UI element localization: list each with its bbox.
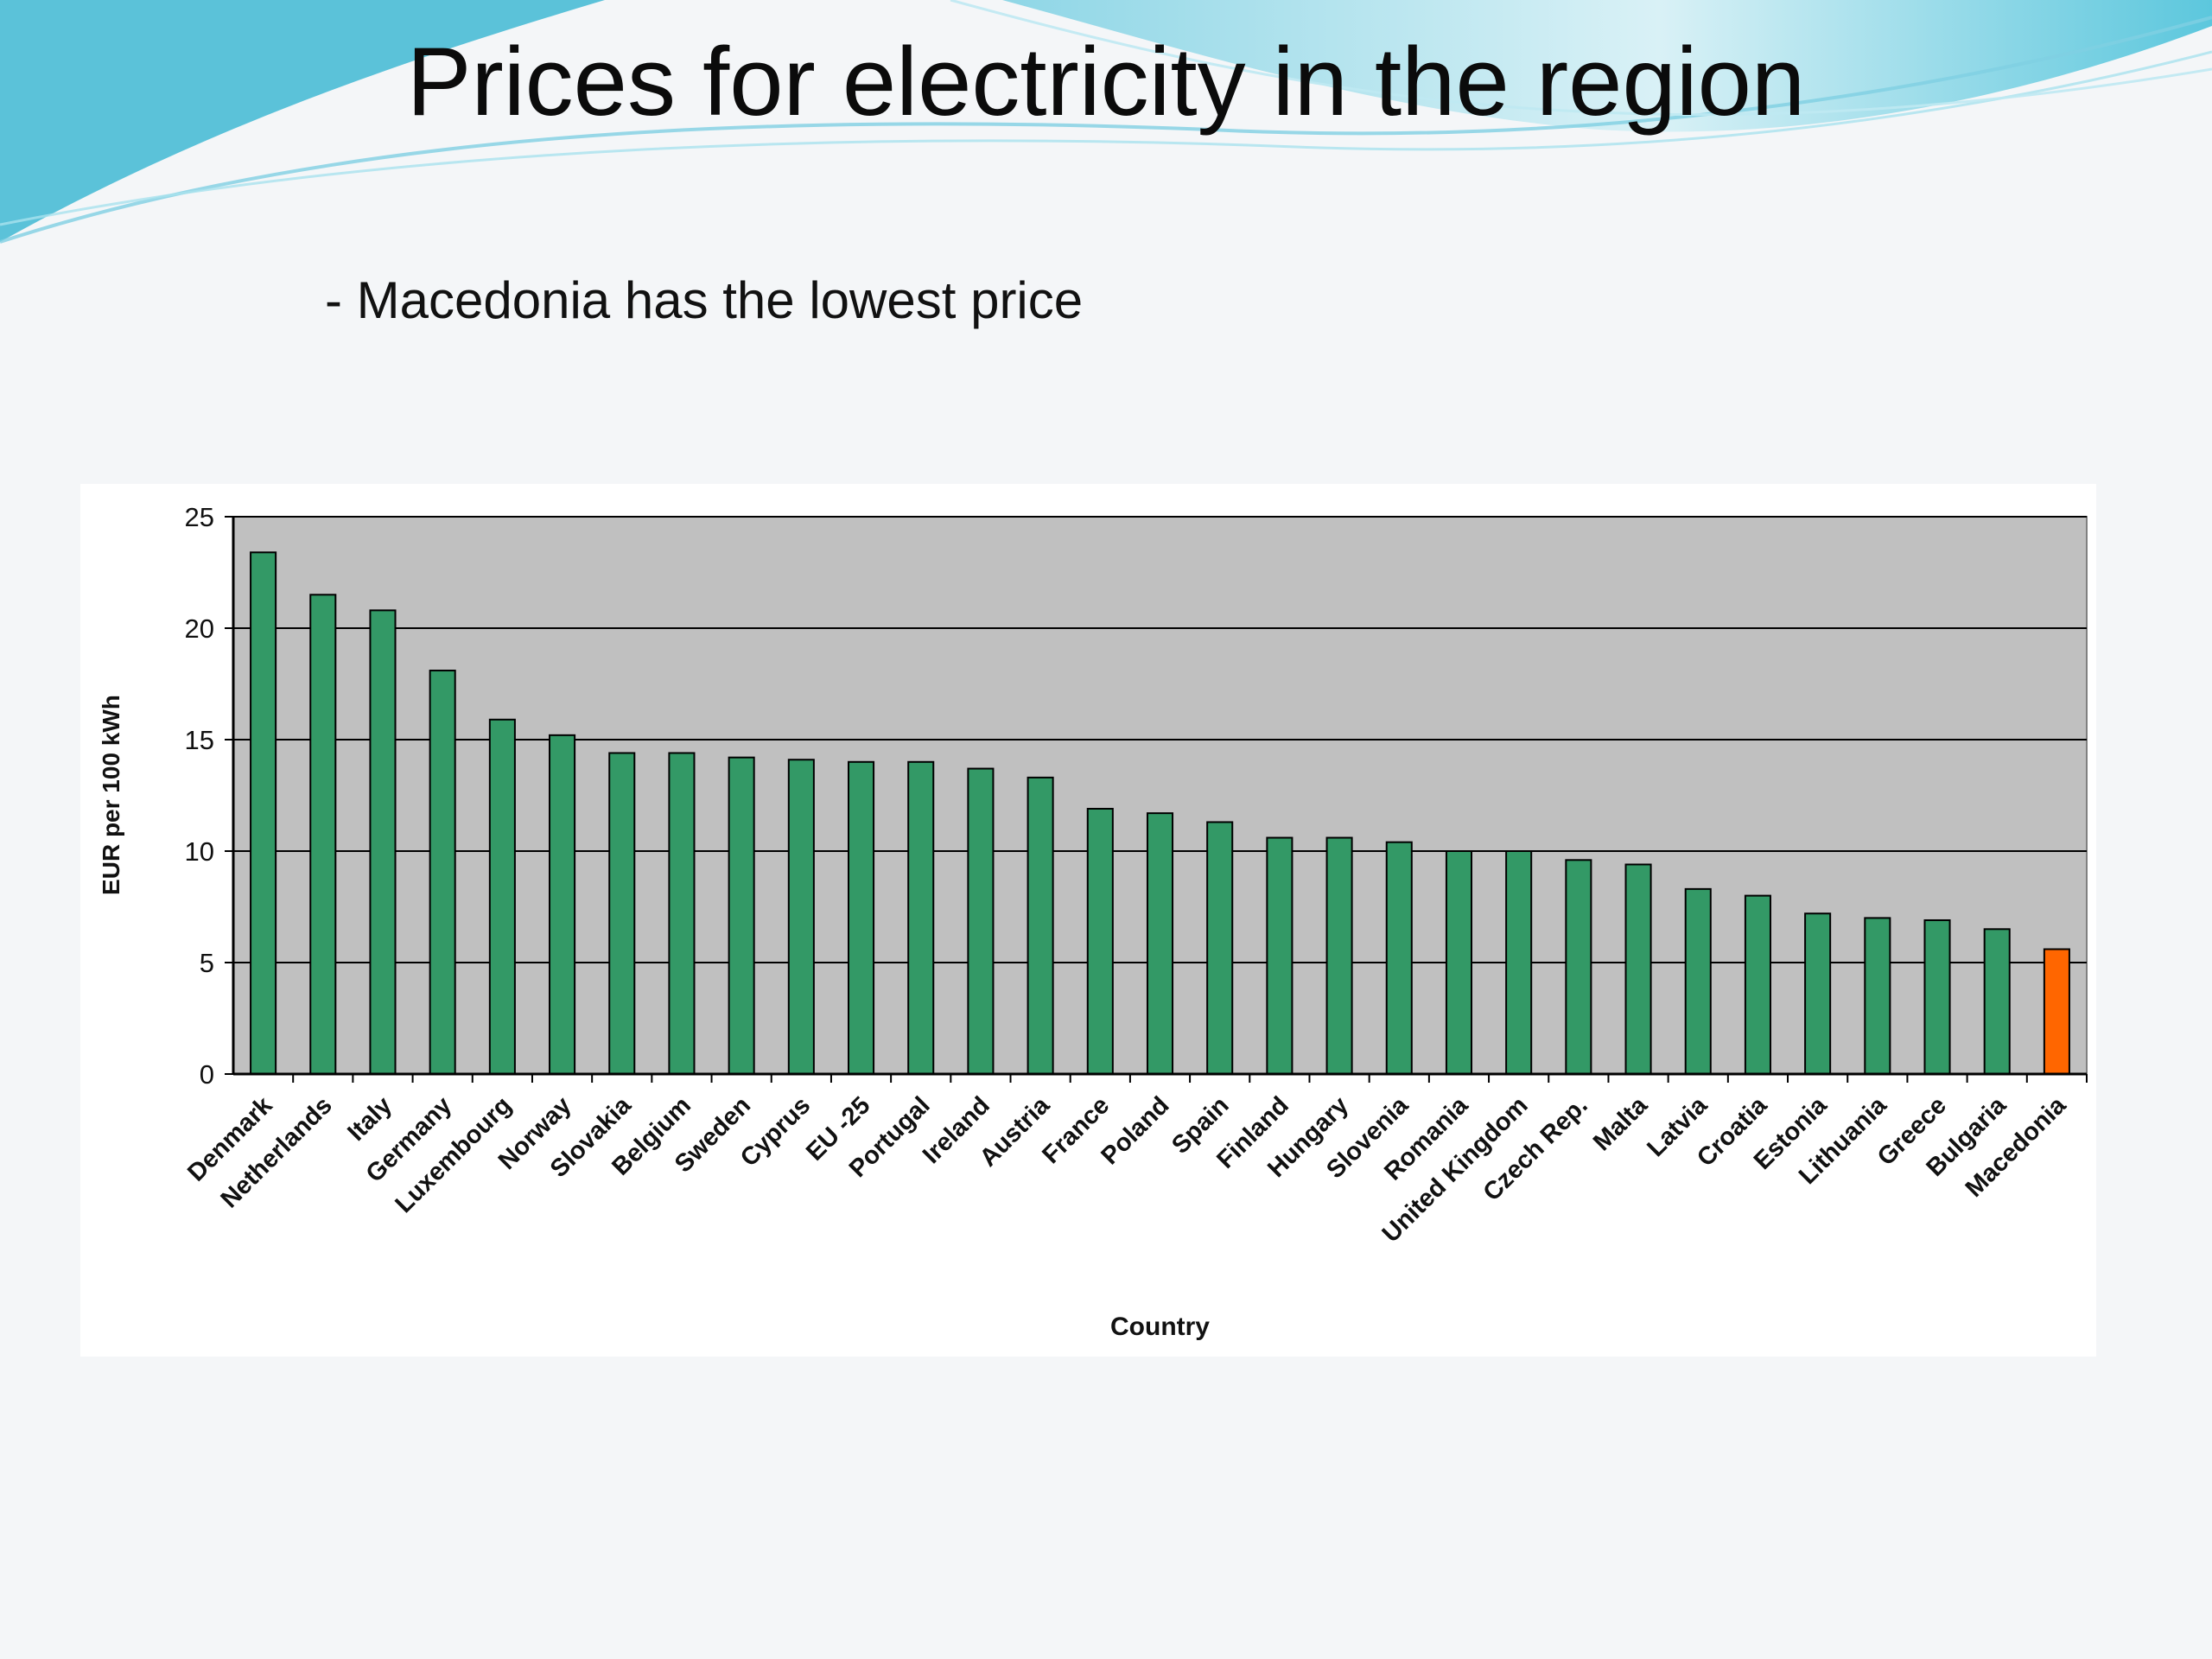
bar [787, 759, 815, 1075]
slide-title: Prices for electricity in the region [406, 28, 1806, 136]
bar [1325, 836, 1353, 1076]
bullet-point: - Macedonia has the lowest price [325, 271, 1084, 329]
bar [309, 594, 337, 1075]
bar [967, 767, 995, 1075]
bar [250, 551, 277, 1075]
y-tick-label: 0 [200, 1059, 214, 1090]
bar [1086, 807, 1114, 1075]
bar [1804, 912, 1832, 1075]
y-tick-label: 15 [185, 725, 214, 755]
y-tick-label: 10 [185, 836, 214, 867]
y-axis-ticks: 0 5 10 15 20 25 [185, 502, 233, 1090]
y-tick-label: 20 [185, 613, 214, 644]
bar [608, 752, 636, 1075]
bar [1445, 850, 1472, 1075]
bar [1385, 841, 1413, 1075]
category-label: Poland [1096, 1091, 1174, 1170]
bar [848, 760, 875, 1075]
bar [1505, 850, 1533, 1075]
bar [369, 609, 397, 1075]
x-axis-title: Country [1110, 1313, 1210, 1341]
bars [250, 551, 2070, 1076]
bar [1206, 821, 1234, 1076]
y-tick-label: 25 [185, 502, 214, 532]
bar [488, 718, 516, 1076]
y-tick-label: 5 [200, 948, 214, 978]
x-axis-ticks [292, 1074, 2088, 1083]
y-axis-title: EUR per 100 kWh [98, 695, 124, 895]
bar [1027, 776, 1054, 1075]
bar [429, 670, 456, 1076]
bar [907, 760, 935, 1075]
bar [1983, 928, 2011, 1076]
bar [668, 752, 696, 1075]
bar [728, 756, 755, 1075]
category-label: Italy [342, 1091, 397, 1147]
bar [1565, 859, 1592, 1075]
bar [1864, 917, 1891, 1076]
bar [1146, 812, 1174, 1075]
bar [549, 734, 576, 1076]
bar [1744, 894, 1771, 1075]
category-label: Malta [1588, 1091, 1654, 1157]
bar [1266, 836, 1294, 1076]
bar [2043, 948, 2070, 1076]
bar [1923, 918, 1951, 1075]
bar [1624, 863, 1652, 1075]
bar [1684, 887, 1712, 1075]
